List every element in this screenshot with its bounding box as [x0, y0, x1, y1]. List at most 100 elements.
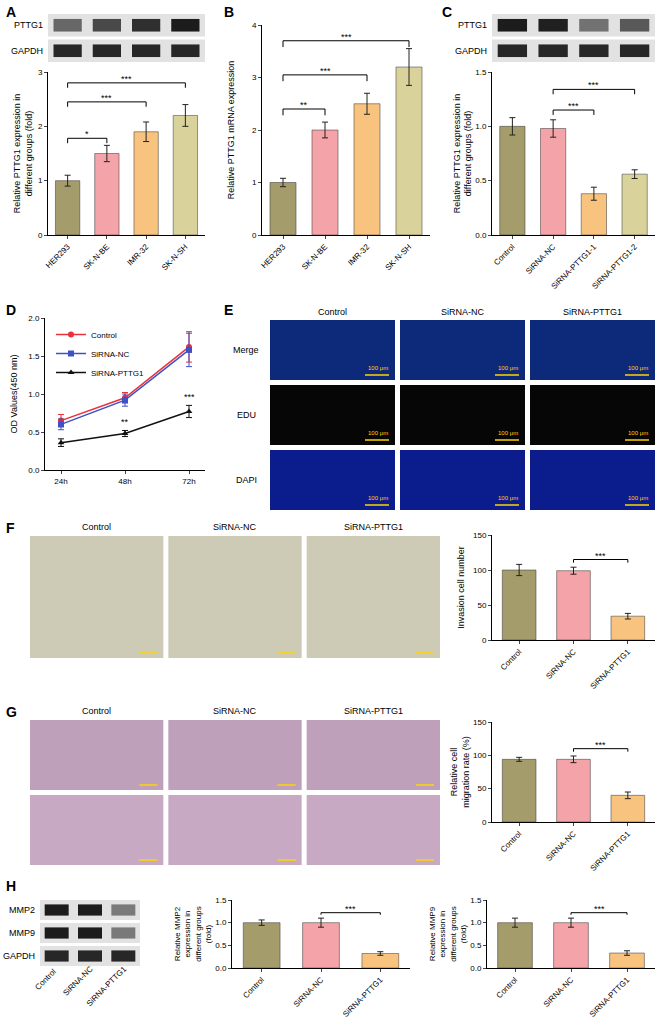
svg-text:Relative PTTG1 mRNA expression: Relative PTTG1 mRNA expression: [226, 61, 236, 200]
svg-text:SiRNA-PTTG1: SiRNA-PTTG1: [91, 369, 144, 378]
svg-text:***: ***: [594, 904, 605, 914]
svg-text:SiRNA-PTTG1: SiRNA-PTTG1: [563, 307, 622, 317]
svg-text:***: ***: [588, 80, 599, 90]
svg-text:A: A: [6, 4, 16, 20]
svg-text:0.0: 0.0: [28, 466, 40, 475]
svg-text:1: 1: [252, 178, 257, 187]
svg-text:1.0: 1.0: [470, 918, 482, 927]
svg-text:2: 2: [252, 126, 257, 135]
svg-text:100 μm: 100 μm: [628, 365, 648, 371]
svg-text:0.0: 0.0: [470, 964, 482, 973]
svg-text:**: **: [300, 100, 308, 110]
svg-text:100 μm: 100 μm: [368, 365, 388, 371]
svg-text:G: G: [6, 704, 17, 720]
svg-text:SK-N-SH: SK-N-SH: [160, 242, 190, 272]
svg-text:***: ***: [595, 740, 606, 750]
svg-text:***: ***: [595, 551, 606, 561]
svg-text:2.0: 2.0: [28, 314, 40, 323]
svg-text:1.0: 1.0: [28, 390, 40, 399]
svg-text:GAPDH: GAPDH: [455, 46, 487, 56]
svg-text:SiRNA-PTTG1: SiRNA-PTTG1: [344, 706, 403, 716]
svg-text:SiRNA-PTTG1: SiRNA-PTTG1: [341, 975, 385, 1019]
svg-text:SK-N-BE: SK-N-BE: [300, 242, 329, 271]
svg-text:Control: Control: [33, 967, 58, 992]
svg-text:***: ***: [121, 74, 132, 84]
svg-text:0.0: 0.0: [215, 964, 227, 973]
svg-text:72h: 72h: [182, 477, 195, 486]
svg-text:IMR-32: IMR-32: [125, 242, 150, 267]
svg-text:1.5: 1.5: [215, 896, 227, 905]
svg-text:SiRNA-PTTG1-1: SiRNA-PTTG1-1: [550, 242, 599, 291]
svg-text:Control: Control: [492, 242, 517, 267]
svg-text:100 μm: 100 μm: [368, 430, 388, 436]
svg-text:100 μm: 100 μm: [498, 495, 518, 501]
svg-text:48h: 48h: [118, 477, 131, 486]
svg-text:1: 1: [38, 176, 43, 185]
svg-text:HER293: HER293: [259, 242, 287, 270]
svg-text:Control: Control: [241, 975, 266, 1000]
svg-text:MMP9: MMP9: [9, 928, 35, 938]
svg-text:OD Values(450 nm): OD Values(450 nm): [9, 355, 19, 434]
svg-text:SiRNA-NC: SiRNA-NC: [91, 350, 129, 359]
svg-text:SK-N-SH: SK-N-SH: [384, 242, 414, 272]
svg-text:PTTG1: PTTG1: [458, 20, 487, 30]
svg-text:Control: Control: [499, 647, 524, 672]
svg-text:***: ***: [568, 101, 579, 111]
svg-text:Relative MMP2expression indiff: Relative MMP2expression indifferent grou…: [173, 906, 213, 961]
svg-text:SiRNA-NC: SiRNA-NC: [524, 242, 558, 276]
svg-text:0.0: 0.0: [475, 231, 487, 240]
svg-text:150: 150: [473, 531, 487, 540]
svg-text:100 μm: 100 μm: [498, 430, 518, 436]
svg-text:SiRNA-NC: SiRNA-NC: [542, 975, 576, 1009]
svg-text:Control: Control: [82, 706, 111, 716]
svg-text:***: ***: [345, 904, 356, 914]
svg-text:SiRNA-PTTG1: SiRNA-PTTG1: [589, 829, 633, 873]
svg-text:100: 100: [473, 751, 487, 760]
svg-text:DAPI: DAPI: [236, 475, 257, 485]
svg-text:SiRNA-NC: SiRNA-NC: [292, 975, 326, 1009]
svg-text:3: 3: [252, 73, 257, 82]
svg-text:0: 0: [252, 231, 257, 240]
svg-text:***: ***: [184, 392, 195, 402]
svg-text:GAPDH: GAPDH: [3, 951, 35, 961]
svg-text:SiRNA-NC: SiRNA-NC: [441, 307, 485, 317]
svg-text:Control: Control: [318, 307, 347, 317]
svg-text:E: E: [224, 302, 233, 318]
svg-text:0: 0: [482, 818, 487, 827]
svg-text:SiRNA-NC: SiRNA-NC: [213, 706, 257, 716]
svg-text:0: 0: [38, 231, 43, 240]
svg-text:EDU: EDU: [237, 410, 256, 420]
svg-text:SK-N-BE: SK-N-BE: [82, 242, 111, 271]
svg-text:Relative MMP9expression indiff: Relative MMP9expression indifferent grou…: [428, 906, 468, 961]
svg-text:0.5: 0.5: [28, 428, 40, 437]
svg-text:C: C: [442, 4, 452, 20]
svg-text:SiRNA-PTTG1: SiRNA-PTTG1: [344, 522, 403, 532]
svg-text:B: B: [224, 4, 234, 20]
svg-text:SiRNA-NC: SiRNA-NC: [544, 829, 578, 863]
svg-text:Control: Control: [495, 975, 520, 1000]
svg-text:Control: Control: [91, 331, 117, 340]
svg-text:SiRNA-NC: SiRNA-NC: [213, 522, 257, 532]
svg-text:Relative cellmigration rate (%: Relative cellmigration rate (%): [449, 736, 471, 808]
svg-text:HER293: HER293: [44, 242, 72, 270]
svg-text:1.0: 1.0: [475, 122, 487, 131]
svg-text:MMP2: MMP2: [9, 905, 35, 915]
svg-text:1.5: 1.5: [470, 896, 482, 905]
svg-text:GAPDH: GAPDH: [11, 46, 43, 56]
svg-text:4: 4: [252, 21, 257, 30]
svg-text:0.5: 0.5: [475, 176, 487, 185]
svg-text:***: ***: [101, 93, 112, 103]
svg-text:150: 150: [473, 718, 487, 727]
svg-text:SiRNA-NC: SiRNA-NC: [544, 647, 578, 681]
svg-text:SiRNA-NC: SiRNA-NC: [61, 964, 95, 998]
svg-text:50: 50: [477, 601, 486, 610]
svg-text:D: D: [6, 302, 16, 318]
svg-text:SiRNA-PTTG1-2: SiRNA-PTTG1-2: [590, 242, 639, 291]
svg-text:50: 50: [477, 784, 486, 793]
svg-text:2: 2: [38, 122, 43, 131]
svg-text:24h: 24h: [54, 477, 67, 486]
svg-text:Relative PTTG1 expression indi: Relative PTTG1 expression indifferent gr…: [12, 94, 34, 214]
svg-text:SiRNA-PTTG1: SiRNA-PTTG1: [588, 975, 632, 1019]
svg-text:**: **: [121, 417, 129, 427]
svg-text:100 μm: 100 μm: [628, 495, 648, 501]
